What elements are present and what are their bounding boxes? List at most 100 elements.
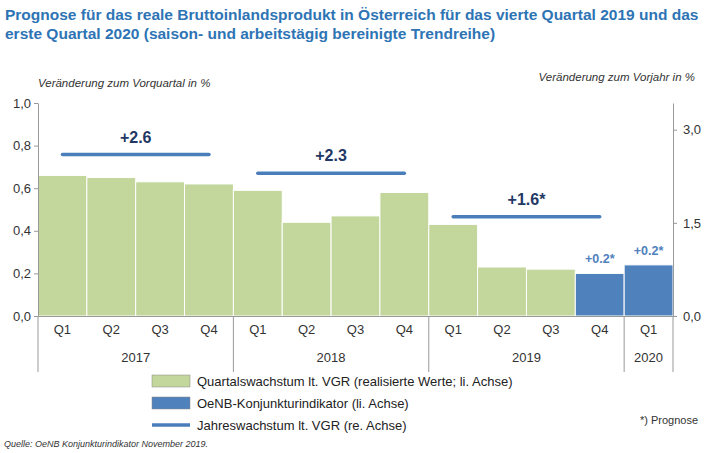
y-tick-label: 0,8 (13, 138, 31, 153)
bar (136, 182, 185, 316)
x-tick-label: Q2 (103, 322, 120, 337)
bar (38, 175, 87, 316)
x-group-separator (38, 316, 39, 372)
y-tick: 0,4 (13, 223, 38, 238)
legend: Quartalswachstum lt. VGR (realisierte We… (152, 374, 512, 433)
x-group-label: 2018 (317, 350, 346, 365)
x-tick-label: Q1 (249, 322, 266, 337)
x-group-separator (673, 316, 674, 372)
legend-label: OeNB-Konjunkturindikator (li. Achse) (197, 396, 409, 411)
x-group-label: 2017 (121, 350, 150, 365)
x-tick: Q2 (298, 322, 315, 337)
y-tick-mark (34, 188, 38, 189)
title: Prognose für das reale Bruttoinlandsprod… (5, 6, 703, 42)
y2-tick-label: 3,0 (683, 122, 701, 137)
bar (87, 178, 136, 316)
x-axis: Q1 Q2 Q3 Q4 Q1 Q2 Q3 Q4 Q1 Q2 Q3 Q4 Q1 (39, 317, 674, 338)
y2-tick-label: 1,5 (683, 216, 701, 231)
chart: Prognose für das reale Bruttoinlandsprod… (0, 0, 726, 453)
x-tick: Q4 (396, 322, 413, 337)
y2-tick-mark (673, 316, 677, 317)
y2-tick-mark (673, 130, 677, 131)
annual-line (62, 153, 209, 157)
x-tick-label: Q1 (54, 322, 71, 337)
y2-axis-title: Veränderung zum Vorjahr in % (539, 71, 695, 83)
bar (233, 190, 282, 316)
y-tick-mark (34, 273, 38, 274)
bar (185, 184, 234, 316)
x-tick-label: Q1 (640, 322, 657, 337)
annual-line (258, 171, 405, 175)
x-tick-label: Q1 (445, 322, 462, 337)
x-groups: 2017 2018 2019 2020 (38, 316, 673, 372)
x-tick: Q1 (640, 322, 657, 337)
y-tick: 0,6 (13, 181, 38, 196)
x-tick-label: Q3 (542, 322, 559, 337)
y-tick-label: 0,6 (13, 181, 31, 196)
y-tick-label: 0,4 (13, 223, 31, 238)
x-tick: Q1 (54, 322, 71, 337)
data-label: +0.2* (585, 252, 615, 266)
bar (526, 269, 575, 316)
x-group-separator (624, 316, 625, 372)
bar (575, 273, 624, 316)
x-tick: Q2 (103, 322, 120, 337)
x-tick-label: Q4 (591, 322, 608, 337)
data-label: +2.6 (120, 129, 152, 146)
data-label: +0.2* (634, 244, 664, 258)
y-tick-mark (34, 103, 38, 104)
x-axis-line (39, 316, 674, 317)
x-group-label: 2019 (512, 350, 541, 365)
y-axis-line (38, 104, 39, 317)
plot-area (38, 155, 673, 316)
bar (282, 222, 331, 316)
y-tick-mark (34, 231, 38, 232)
data-labels: +0.2* +0.2* +2.6 +2.3 +1.6* (120, 129, 664, 267)
y-tick: 0,2 (13, 266, 38, 281)
y-tick-mark (34, 316, 38, 317)
y-axis-title: Veränderung zum Vorquartal in % (38, 77, 210, 89)
data-label: +1.6* (508, 191, 547, 208)
legend-swatch (152, 375, 190, 387)
y2-axis: 0,0 1,5 3,0 (673, 104, 701, 324)
bar (429, 224, 478, 316)
x-group-separator (233, 316, 234, 372)
legend-label: Quartalswachstum lt. VGR (realisierte We… (197, 374, 512, 389)
y2-tick: 3,0 (673, 122, 701, 137)
x-tick: Q1 (445, 322, 462, 337)
bar (331, 216, 380, 316)
x-group-label: 2020 (634, 350, 663, 365)
x-tick: Q2 (493, 322, 510, 337)
x-tick: Q4 (200, 322, 217, 337)
annual-line (453, 215, 600, 219)
y-tick-label: 0,2 (13, 266, 31, 281)
x-tick-label: Q4 (396, 322, 413, 337)
y-tick: 0,0 (13, 309, 38, 324)
y-tick-mark (34, 146, 38, 147)
y-tick: 1,0 (13, 96, 38, 111)
bar (380, 192, 429, 316)
y2-tick-label: 0,0 (683, 309, 701, 324)
y-axis: 0,0 0,2 0,4 0,6 0,8 1,0 (13, 96, 39, 324)
x-tick-label: Q3 (347, 322, 364, 337)
x-tick: Q3 (347, 322, 364, 337)
y-tick: 0,8 (13, 138, 38, 153)
y-tick-label: 1,0 (13, 96, 31, 111)
y2-tick-mark (673, 223, 677, 224)
x-tick-label: Q4 (200, 322, 217, 337)
bar (624, 265, 673, 316)
legend-label: Jahreswachstum lt. VGR (re. Achse) (197, 418, 407, 433)
x-tick: Q3 (542, 322, 559, 337)
x-tick-label: Q2 (493, 322, 510, 337)
y2-tick: 1,5 (673, 216, 701, 231)
x-tick: Q4 (591, 322, 608, 337)
footnote: *) Prognose (640, 414, 698, 426)
legend-swatch (152, 423, 190, 427)
source: Quelle: OeNB Konjunkturindikator Novembe… (4, 439, 208, 449)
legend-swatch (152, 397, 190, 409)
data-label: +2.3 (315, 147, 347, 164)
y2-axis-line (673, 104, 674, 317)
x-tick-label: Q3 (151, 322, 168, 337)
x-tick: Q3 (151, 322, 168, 337)
bar (478, 267, 527, 316)
